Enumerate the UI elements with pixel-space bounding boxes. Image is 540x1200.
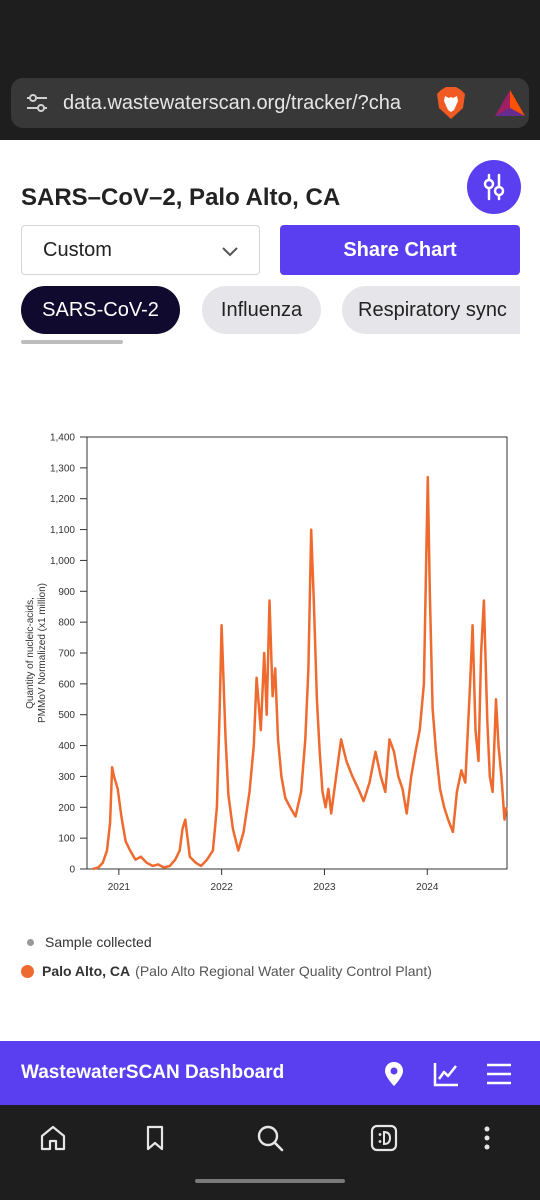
legend-site[interactable]: Palo Alto, CA (Palo Alto Regional Water … <box>21 963 432 979</box>
y-tick-label: 1,300 <box>50 463 75 474</box>
share-chart-button[interactable]: Share Chart <box>280 225 520 275</box>
brave-rewards-icon[interactable] <box>493 88 527 118</box>
page-title: SARS–CoV–2, Palo Alto, CA <box>21 184 341 211</box>
tab-influenza[interactable]: Influenza <box>202 286 321 334</box>
y-tick-label: 1,100 <box>50 525 75 536</box>
filter-button[interactable] <box>467 160 521 214</box>
y-tick-label: 1,000 <box>50 556 75 567</box>
chevron-down-icon <box>222 247 238 257</box>
y-tick-label: 600 <box>58 679 75 690</box>
bookmark-icon[interactable] <box>140 1123 170 1153</box>
more-options-icon[interactable] <box>472 1123 502 1153</box>
date-range-select[interactable]: Custom <box>21 225 260 275</box>
y-tick-label: 300 <box>58 772 75 783</box>
site-settings-icon[interactable] <box>25 91 49 115</box>
date-range-value: Custom <box>43 238 112 261</box>
y-axis-label-line2: PMMoV Normalized (x1 million) <box>37 583 48 723</box>
url-text[interactable]: data.wastewaterscan.org/tracker/?cha <box>63 91 401 114</box>
wastewater-chart[interactable]: Quantity of nucleic-acids, PMMoV Normali… <box>0 420 540 900</box>
y-tick-label: 700 <box>58 649 75 660</box>
x-tick-label: 2023 <box>313 882 336 893</box>
footer-title[interactable]: WastewaterSCAN Dashboard <box>21 1062 285 1083</box>
location-pin-icon[interactable] <box>381 1061 407 1087</box>
gesture-bar <box>195 1179 345 1183</box>
legend-sample-label: Sample collected <box>45 934 152 950</box>
legend-site-name: Palo Alto, CA <box>42 963 131 979</box>
y-tick-label: 1,400 <box>50 433 75 444</box>
chart-icon[interactable] <box>433 1061 459 1087</box>
y-tick-label: 400 <box>58 741 75 752</box>
sample-dot-icon <box>27 938 34 946</box>
home-icon[interactable] <box>38 1123 68 1153</box>
series-line-palo-alto[interactable] <box>92 475 508 871</box>
y-tick-label: 900 <box>58 587 75 598</box>
series-color-dot-icon <box>21 964 34 978</box>
x-tick-label: 2021 <box>108 882 131 893</box>
browser-bottom-bar <box>0 1105 540 1200</box>
y-tick-label: 200 <box>58 803 75 814</box>
x-tick-label: 2024 <box>416 882 439 893</box>
legend-sample: Sample collected <box>21 934 152 950</box>
tab-scroll-indicator <box>21 340 123 344</box>
y-tick-label: 100 <box>58 834 75 845</box>
x-axis-ticks: 2021 2022 2023 2024 <box>108 869 439 893</box>
search-icon[interactable] <box>255 1123 285 1153</box>
app-footer: WastewaterSCAN Dashboard <box>0 1041 540 1105</box>
y-axis-ticks: 0 100 200 300 400 500 600 700 800 900 1,000 1,100 1,… <box>50 433 87 876</box>
pathogen-tabs: SARS-CoV-2 Influenza Respiratory sync <box>21 286 520 334</box>
browser-toolbar: data.wastewaterscan.org/tracker/?cha <box>0 0 540 140</box>
x-tick-label: 2022 <box>211 882 234 893</box>
tabs-switcher-icon[interactable] <box>369 1123 399 1153</box>
y-axis-label-line1: Quantity of nucleic-acids, <box>25 597 36 709</box>
series-layer <box>92 475 508 871</box>
y-axis-title: Quantity of nucleic-acids, PMMoV Normali… <box>25 583 48 723</box>
brave-shields-icon[interactable] <box>435 86 467 120</box>
y-tick-label: 800 <box>58 618 75 629</box>
y-tick-label: 500 <box>58 710 75 721</box>
address-bar[interactable]: data.wastewaterscan.org/tracker/?cha <box>11 78 529 128</box>
tab-sars-cov-2[interactable]: SARS-CoV-2 <box>21 286 180 334</box>
plot-frame <box>86 436 508 870</box>
menu-icon[interactable] <box>486 1061 512 1087</box>
y-tick-label: 1,200 <box>50 494 75 505</box>
y-tick-label: 0 <box>69 865 75 876</box>
sliders-icon <box>483 173 505 201</box>
legend-site-plant: (Palo Alto Regional Water Quality Contro… <box>135 963 432 979</box>
tab-respiratory[interactable]: Respiratory sync <box>342 286 520 334</box>
